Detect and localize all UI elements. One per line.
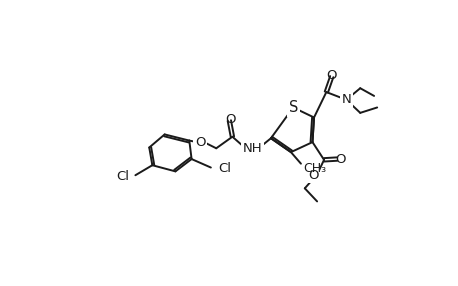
Text: Cl: Cl [218, 162, 231, 175]
Text: O: O [226, 112, 236, 126]
Text: O: O [308, 169, 318, 182]
Text: NH: NH [243, 142, 262, 155]
Text: O: O [195, 136, 205, 149]
Text: S: S [289, 100, 298, 115]
Text: O: O [327, 69, 337, 82]
Text: CH₃: CH₃ [303, 162, 327, 175]
Text: N: N [342, 93, 351, 106]
Text: O: O [335, 152, 345, 166]
Text: Cl: Cl [116, 170, 129, 182]
